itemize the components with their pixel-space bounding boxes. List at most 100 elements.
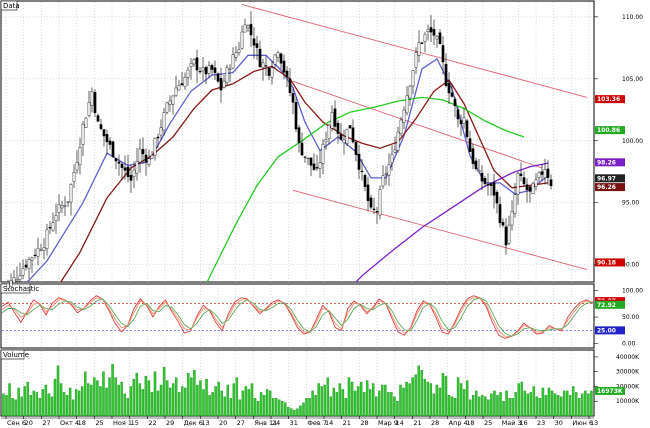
candle-body <box>273 54 277 65</box>
x-tick-label: 27 <box>42 419 50 427</box>
volume-bar <box>14 399 17 417</box>
x-tick-label: Май 3 <box>502 419 522 427</box>
candle-body <box>66 201 70 203</box>
volume-bar <box>429 383 433 417</box>
candle-body <box>171 95 175 105</box>
volume-bar <box>138 383 142 417</box>
candle-body <box>333 108 337 127</box>
x-tick-label: 13 <box>590 419 598 427</box>
volume-bar <box>484 396 487 417</box>
candle-body <box>24 264 28 268</box>
candle-body <box>72 172 76 182</box>
volume-tick-label: 30000K <box>616 369 640 376</box>
candle-body <box>210 65 214 70</box>
volume-bar <box>447 395 451 417</box>
candle-body <box>540 171 544 175</box>
candle-body <box>15 278 19 282</box>
price-tick-label: 95.00 <box>622 200 639 207</box>
volume-bar <box>338 383 342 417</box>
volume-bar <box>223 396 226 417</box>
x-tick-label: Янв 11 <box>254 419 277 427</box>
candle-body <box>474 160 478 169</box>
candle-body <box>390 154 394 163</box>
x-tick-label: Сен 6 <box>7 419 26 427</box>
volume-title-box <box>0 349 25 360</box>
moving-average-line <box>355 162 549 282</box>
candle-body <box>267 67 271 76</box>
volume-bars <box>2 364 593 417</box>
volume-bar <box>268 390 272 417</box>
volume-bar <box>381 384 384 417</box>
price-value-tag: 100.86 <box>597 127 620 134</box>
candle-body <box>240 31 244 49</box>
volume-bar <box>575 392 578 417</box>
volume-tick-label: 10000K <box>616 398 640 405</box>
volume-bar <box>387 392 390 417</box>
candle-body <box>132 169 136 177</box>
candle-body <box>351 127 355 143</box>
volume-bar <box>275 398 278 417</box>
candle-body <box>405 95 409 114</box>
candle-body <box>429 27 433 33</box>
volume-bar <box>117 384 120 417</box>
candle-body <box>231 54 235 69</box>
candle-body <box>489 183 493 186</box>
candle-body <box>438 32 442 44</box>
candle-body <box>165 102 169 113</box>
price-tick-label: 90.00 <box>622 262 639 269</box>
volume-bar <box>196 384 199 417</box>
volume-bar <box>156 390 160 417</box>
candle-body <box>129 175 133 181</box>
volume-bar <box>487 399 490 417</box>
price-value-tag-box <box>595 183 625 192</box>
volume-bar <box>529 392 533 417</box>
candle-body <box>432 29 436 36</box>
volume-bar <box>450 396 454 417</box>
price-value-tag: 98.26 <box>597 159 616 166</box>
candle-body <box>408 85 412 99</box>
price-value-tag: 90.18 <box>597 259 616 266</box>
stochastic-tick-label: 0.00 <box>622 341 636 348</box>
candle-body <box>81 123 85 145</box>
candle-body <box>417 42 421 56</box>
candle-body <box>270 67 274 78</box>
candle-body <box>12 277 16 283</box>
candle-body <box>399 119 403 135</box>
candle-body <box>306 157 310 160</box>
price-tick-label: 105.00 <box>622 76 643 83</box>
candle-body <box>48 227 52 229</box>
candle-body <box>471 148 475 164</box>
volume-bar <box>287 406 290 417</box>
volume-bar <box>511 398 514 417</box>
volume-bar <box>38 398 42 417</box>
candle-body <box>219 77 223 91</box>
volume-bar <box>105 387 108 417</box>
volume-bar <box>420 370 423 417</box>
stochastic-value-tag-box <box>595 300 625 309</box>
volume-bar <box>256 401 260 417</box>
candle-body <box>36 247 40 257</box>
stochastic-panel-frame <box>0 283 595 349</box>
volume-bar <box>326 377 329 417</box>
volume-bar <box>193 370 196 417</box>
volume-bar <box>178 392 181 417</box>
volume-bar <box>250 383 254 417</box>
volume-bar <box>353 390 357 417</box>
candle-body <box>249 23 253 36</box>
channel-line <box>241 4 588 98</box>
volume-bar <box>375 396 378 417</box>
candle-body <box>522 177 526 185</box>
volume-bar <box>175 377 178 417</box>
candle-body <box>279 53 283 64</box>
x-tick-label: Июн 6 <box>572 419 593 427</box>
volume-bar <box>441 373 445 417</box>
volume-bar <box>68 387 72 417</box>
volume-bar <box>20 396 23 417</box>
volume-bar <box>171 383 175 417</box>
volume-bar <box>350 381 354 417</box>
x-tick-label: 14 <box>396 419 404 427</box>
channel-line <box>292 189 588 271</box>
price-value-tag: 96.97 <box>597 175 616 182</box>
stochastic-y-axis: 100.00 50.00 0.00 <box>2 287 643 348</box>
volume-bar <box>365 380 369 417</box>
